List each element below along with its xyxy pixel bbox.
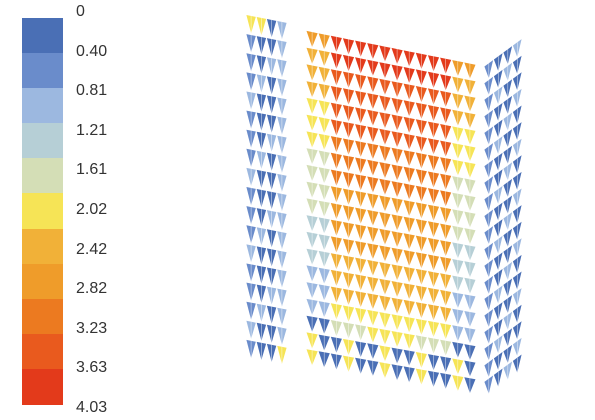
right-mesh-panel (484, 39, 522, 394)
colorbar-tick-label: 0.81 (76, 82, 108, 100)
colorbar-tick-label: 0.40 (76, 42, 108, 60)
colorbar-tick-label: 3.63 (76, 359, 108, 377)
colorbar-tick-label: 0 (76, 3, 85, 20)
colorbar-swatch (22, 263, 63, 300)
colorbar-legend: 0 0.40 0.81 1.21 1.61 2.02 2.42 2.82 3.23 3.63 4.0… (0, 0, 160, 420)
colorbar-tick-label: 2.42 (76, 240, 108, 258)
colorbar-swatch (22, 123, 63, 159)
colorbar-swatch (22, 368, 63, 405)
colorbar-swatch (22, 228, 63, 265)
colorbar-tick-label: 4.03 (76, 399, 108, 416)
colorbar-swatch (22, 193, 63, 230)
colorbar-swatch (22, 333, 63, 370)
left-mesh-panel (246, 15, 287, 364)
colorbar-tick-label: 2.02 (76, 201, 108, 218)
colorbar-swatch (22, 88, 63, 124)
colorbar-swatch (22, 18, 63, 54)
colorbar-tick-label: 1.61 (76, 161, 108, 179)
middle-mesh-panel (306, 30, 476, 394)
colorbar-tick-label: 2.82 (76, 280, 108, 298)
colorbar-swatch (22, 158, 63, 195)
colorbar-tick-label: 3.23 (76, 319, 108, 337)
colorbar-swatch (22, 298, 63, 335)
colorbar-swatch (22, 53, 63, 89)
colorbar-tick-label: 1.21 (76, 121, 108, 139)
